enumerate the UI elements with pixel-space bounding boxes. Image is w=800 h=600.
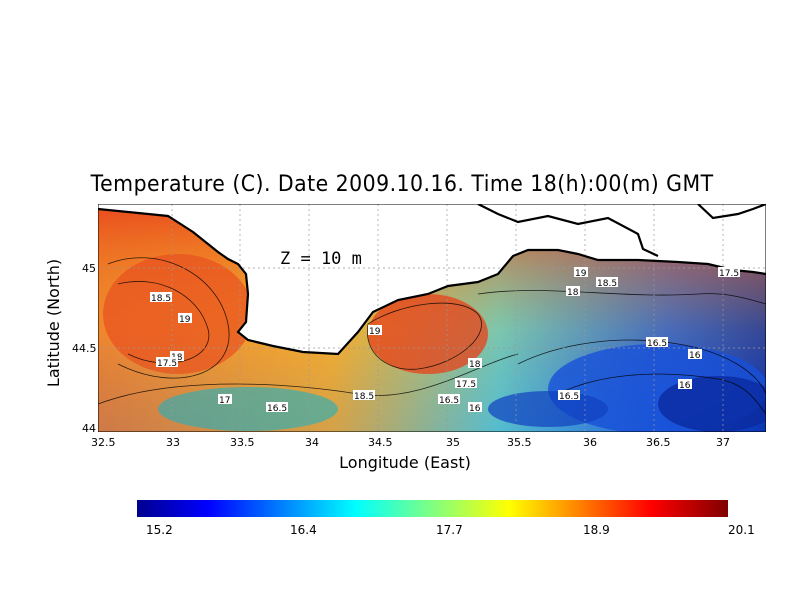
y-axis-label: Latitude (North) (44, 258, 63, 388)
x-tick: 34 (305, 436, 319, 449)
svg-text:19: 19 (369, 327, 381, 337)
svg-text:17.5: 17.5 (456, 380, 476, 390)
colorbar (137, 500, 728, 517)
x-tick: 36 (583, 436, 597, 449)
svg-text:16.5: 16.5 (559, 392, 579, 402)
x-tick: 33 (166, 436, 180, 449)
x-tick: 35.5 (507, 436, 532, 449)
contour-label: 19 (178, 313, 192, 325)
svg-text:16: 16 (679, 381, 691, 391)
contour-label: 19 (368, 325, 382, 337)
svg-text:19: 19 (179, 315, 191, 325)
x-tick: 35 (446, 436, 460, 449)
contour-label: 16.5 (558, 390, 580, 402)
colorbar-label: 18.9 (583, 523, 610, 537)
contour-label: 17.5 (718, 267, 740, 279)
x-tick: 32.5 (91, 436, 116, 449)
svg-text:17.5: 17.5 (157, 359, 177, 369)
x-tick: 36.5 (646, 436, 671, 449)
svg-text:16.5: 16.5 (267, 404, 287, 414)
x-tick: 34.5 (368, 436, 393, 449)
svg-text:19: 19 (575, 269, 587, 279)
x-tick: 37 (716, 436, 730, 449)
contour-label: 16.5 (646, 337, 668, 349)
contour-label: 18 (566, 286, 580, 298)
svg-text:16: 16 (689, 351, 701, 361)
contour-label: 18.5 (353, 390, 375, 402)
contour-label: 16.5 (438, 394, 460, 406)
chart-title: Temperature (C). Date 2009.10.16. Time 1… (90, 172, 714, 197)
contour-label: 17.5 (156, 357, 178, 369)
svg-text:18.5: 18.5 (354, 392, 374, 402)
colorbar-label: 20.1 (728, 523, 755, 537)
x-tick: 33.5 (230, 436, 255, 449)
contour-label: 16.5 (266, 402, 288, 414)
svg-text:17: 17 (219, 396, 230, 406)
svg-text:17.5: 17.5 (719, 269, 739, 279)
y-tick: 44 (82, 422, 96, 435)
svg-text:16: 16 (469, 404, 481, 414)
contour-label: 16 (468, 402, 482, 414)
colorbar-label: 16.4 (290, 523, 317, 537)
contour-label: 18.5 (596, 277, 618, 289)
depth-label: Z = 10 m (280, 249, 362, 269)
colorbar-label: 17.7 (436, 523, 463, 537)
svg-text:18: 18 (567, 288, 579, 298)
contour-label: 16 (678, 379, 692, 391)
contour-label: 17 (218, 394, 232, 406)
svg-text:18.5: 18.5 (151, 294, 171, 304)
x-axis-label: Longitude (East) (339, 453, 471, 472)
svg-text:16.5: 16.5 (647, 339, 667, 349)
svg-text:18.5: 18.5 (597, 279, 617, 289)
contour-label: 19 (574, 267, 588, 279)
temperature-map: Z = 10 m 19 18.5 18 17.5 17 16.5 16 19 1… (98, 204, 766, 432)
svg-text:18: 18 (469, 360, 481, 370)
contour-label: 16 (688, 349, 702, 361)
colorbar-label: 15.2 (146, 523, 173, 537)
contour-label: 18 (468, 358, 482, 370)
contour-label: 18.5 (150, 292, 172, 304)
y-tick: 44.5 (72, 342, 97, 355)
y-tick: 45 (82, 262, 96, 275)
svg-text:16.5: 16.5 (439, 396, 459, 406)
contour-label: 17.5 (455, 378, 477, 390)
